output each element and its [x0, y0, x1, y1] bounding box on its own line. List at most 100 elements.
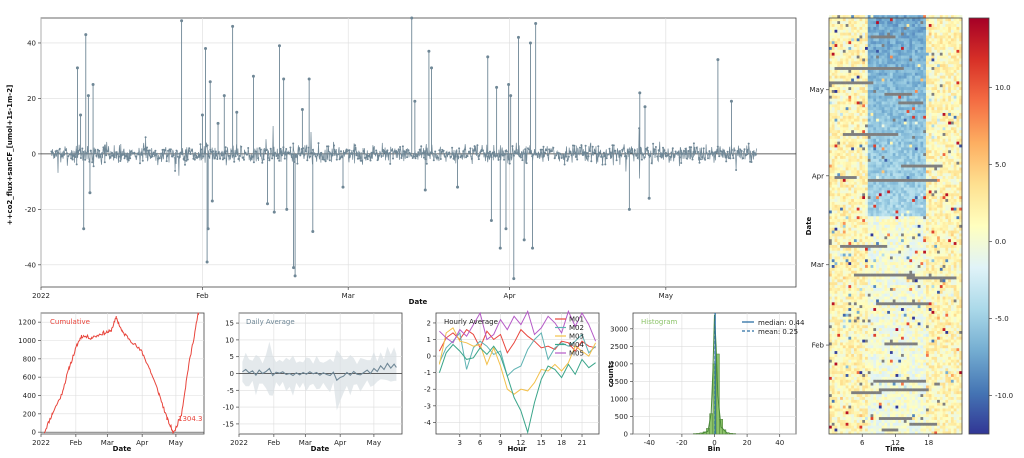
- heatmap-cell: [956, 310, 960, 314]
- heatmap-cell: [895, 187, 899, 191]
- heatmap-cell: [870, 299, 874, 303]
- histogram-series: [693, 313, 736, 435]
- heatmap-cell: [884, 359, 888, 363]
- heatmap-cell: [934, 422, 938, 426]
- cumulative-xlabel: Date: [113, 445, 132, 453]
- heatmap-cell: [948, 313, 952, 317]
- heatmap-cell: [837, 258, 841, 263]
- heatmap-cell: [953, 376, 957, 380]
- heatmap-cell: [892, 279, 896, 283]
- heatmap-cell: [931, 333, 935, 337]
- heatmap-cell: [834, 350, 838, 354]
- timeseries-point: [653, 148, 656, 151]
- heatmap-cell: [934, 342, 938, 346]
- heatmap-cell: [881, 313, 885, 317]
- heatmap-cell: [881, 405, 885, 409]
- heatmap-cell: [950, 224, 954, 228]
- heatmap-cell: [945, 373, 949, 377]
- heatmap-cell: [898, 319, 902, 323]
- heatmap-cell: [853, 250, 858, 254]
- heatmap-cell: [865, 390, 869, 395]
- heatmap-cell: [937, 241, 941, 245]
- heatmap-cell: [876, 310, 880, 314]
- heatmap-cell: [892, 201, 896, 205]
- heatmap-cell: [909, 342, 913, 346]
- heatmap-cell: [837, 279, 841, 283]
- heatmap-cell: [865, 422, 869, 426]
- heatmap-cell: [914, 258, 918, 263]
- heatmap-cell: [942, 293, 946, 297]
- heatmap-cell: [862, 198, 866, 202]
- heatmap-cell: [856, 238, 860, 243]
- heatmap-cell: [895, 368, 899, 372]
- heatmap-cell: [878, 388, 882, 392]
- heatmap-cell: [942, 201, 946, 205]
- heatmap-cell: [917, 405, 921, 409]
- heatmap-cell: [923, 290, 927, 294]
- heatmap-cell: [920, 345, 924, 349]
- heatmap-cell: [892, 193, 896, 197]
- heatmap-cell: [937, 310, 941, 314]
- heatmap-cell: [950, 198, 954, 202]
- timeseries-spike-point: [522, 238, 526, 242]
- heatmap-cell: [848, 293, 852, 297]
- heatmap-cell: [928, 201, 932, 205]
- heatmap-cell: [942, 376, 946, 380]
- heatmap-cell: [837, 382, 841, 386]
- heatmap-cell: [939, 227, 943, 231]
- heatmap-cell: [887, 201, 891, 205]
- heatmap-cell: [950, 339, 954, 343]
- heatmap-cell: [906, 193, 910, 197]
- heatmap-cell: [912, 416, 916, 420]
- timeseries-point: [635, 154, 638, 157]
- heatmap-cell: [920, 336, 924, 340]
- timeseries-point: [311, 148, 314, 151]
- heatmap-cell: [862, 382, 866, 386]
- heatmap-cell: [953, 347, 957, 352]
- heatmap-cell: [889, 210, 894, 214]
- heatmap-cell: [914, 281, 918, 286]
- heatmap-cell: [942, 370, 946, 375]
- heatmap-cell: [859, 236, 863, 240]
- heatmap-cell: [914, 413, 918, 418]
- heatmap-cell: [889, 419, 894, 423]
- heatmap-cell: [862, 356, 866, 360]
- heatmap-cell: [950, 416, 954, 420]
- timeseries-point: [449, 155, 452, 158]
- heatmap-cell: [903, 324, 907, 329]
- heatmap-cell: [942, 276, 946, 280]
- timeseries-point: [743, 148, 746, 151]
- heatmap-cell: [867, 256, 871, 260]
- heatmap-cell: [845, 213, 849, 217]
- heatmap-cell: [901, 368, 905, 372]
- heatmap-cell: [937, 204, 941, 208]
- heatmap-cell: [870, 302, 874, 306]
- timeseries-point: [79, 157, 82, 159]
- heatmap-cell: [928, 213, 932, 217]
- heatmap-cell: [873, 385, 877, 389]
- heatmap-cell: [865, 304, 869, 309]
- heatmap-cell: [870, 238, 874, 243]
- heatmap-cell: [937, 408, 941, 412]
- heatmap-cell: [848, 382, 852, 386]
- heatmap-cell: [939, 244, 943, 248]
- timeseries-point: [362, 150, 365, 152]
- heatmap-cell: [851, 187, 855, 191]
- heatmap-cell: [956, 396, 960, 400]
- heatmap-cell: [892, 198, 896, 202]
- heatmap-cell: [906, 273, 910, 277]
- heatmap-cell: [856, 241, 860, 245]
- heatmap-cell: [876, 195, 880, 200]
- heatmap-cell: [934, 273, 938, 277]
- heatmap-cell: [917, 279, 921, 283]
- heatmap-cell: [928, 276, 932, 280]
- heatmap-cell: [878, 316, 882, 320]
- heatmap-cell: [931, 256, 935, 260]
- heatmap-cell: [834, 230, 838, 234]
- heatmap-cell: [876, 368, 880, 372]
- heatmap-cell: [853, 370, 858, 375]
- heatmap-cell: [892, 296, 896, 300]
- heatmap-cell: [906, 270, 910, 274]
- ytick-label: 200: [23, 410, 36, 418]
- heatmap-cell: [837, 273, 841, 277]
